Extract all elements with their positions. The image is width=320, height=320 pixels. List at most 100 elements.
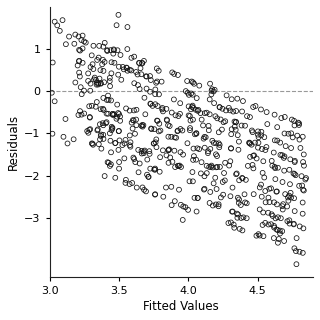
Point bbox=[149, 126, 154, 132]
Point bbox=[71, 137, 76, 142]
Point bbox=[108, 84, 113, 89]
Point bbox=[204, 171, 209, 176]
Point bbox=[195, 196, 200, 201]
Point bbox=[79, 37, 84, 43]
Point bbox=[287, 221, 292, 226]
Point bbox=[73, 80, 78, 85]
Point bbox=[202, 111, 207, 116]
Point bbox=[273, 216, 278, 221]
Point bbox=[194, 209, 199, 214]
Point bbox=[134, 185, 139, 190]
Point bbox=[100, 121, 105, 126]
Point bbox=[247, 115, 252, 120]
Point bbox=[118, 52, 123, 58]
Point bbox=[202, 134, 207, 140]
Point bbox=[187, 114, 192, 119]
Point bbox=[171, 97, 176, 102]
Point bbox=[132, 108, 137, 113]
Point bbox=[141, 187, 147, 192]
Point bbox=[271, 223, 276, 228]
Point bbox=[263, 220, 268, 225]
Point bbox=[179, 164, 184, 170]
Point bbox=[209, 88, 214, 93]
Point bbox=[140, 61, 145, 66]
Point bbox=[131, 118, 136, 123]
Point bbox=[257, 185, 262, 190]
Point bbox=[108, 98, 114, 103]
Point bbox=[101, 44, 106, 49]
Point bbox=[98, 107, 103, 112]
Point bbox=[148, 77, 153, 83]
Point bbox=[266, 195, 271, 200]
Point bbox=[234, 172, 239, 177]
Point bbox=[278, 152, 283, 157]
Point bbox=[98, 68, 103, 73]
Point bbox=[123, 177, 128, 182]
Point bbox=[221, 120, 226, 125]
Point bbox=[261, 234, 266, 239]
Point bbox=[153, 87, 158, 92]
Point bbox=[139, 151, 144, 156]
Point bbox=[272, 138, 277, 143]
Point bbox=[190, 179, 196, 184]
Point bbox=[141, 151, 146, 156]
Point bbox=[235, 215, 240, 220]
Point bbox=[97, 76, 102, 81]
Point bbox=[92, 77, 97, 82]
Point bbox=[289, 195, 294, 200]
Point bbox=[161, 194, 166, 199]
Point bbox=[243, 200, 248, 205]
Point bbox=[151, 141, 156, 146]
Point bbox=[210, 203, 215, 208]
Point bbox=[281, 155, 286, 160]
Point bbox=[108, 164, 113, 169]
Point bbox=[257, 233, 262, 238]
Point bbox=[140, 124, 145, 129]
Point bbox=[270, 163, 275, 168]
Point bbox=[127, 181, 132, 187]
Point bbox=[132, 81, 137, 86]
Point bbox=[188, 128, 193, 133]
Point bbox=[98, 137, 103, 142]
Point bbox=[228, 108, 233, 113]
Point bbox=[299, 174, 304, 179]
Point bbox=[172, 199, 177, 204]
Point bbox=[234, 171, 239, 176]
Point bbox=[211, 181, 216, 186]
Point bbox=[268, 186, 274, 191]
Point bbox=[207, 81, 212, 86]
Point bbox=[160, 107, 165, 112]
Point bbox=[105, 48, 110, 53]
Point bbox=[271, 150, 276, 155]
Point bbox=[124, 106, 129, 111]
Point bbox=[301, 152, 306, 157]
Point bbox=[213, 202, 219, 207]
Point bbox=[164, 106, 169, 111]
Point bbox=[252, 153, 257, 158]
Point bbox=[251, 192, 256, 197]
Point bbox=[89, 141, 94, 146]
Point bbox=[98, 81, 103, 86]
Point bbox=[178, 126, 183, 132]
Point bbox=[201, 136, 206, 141]
Point bbox=[55, 23, 60, 28]
Point bbox=[165, 123, 171, 128]
X-axis label: Fitted Values: Fitted Values bbox=[143, 300, 219, 313]
Point bbox=[117, 114, 123, 119]
Point bbox=[204, 163, 209, 168]
Point bbox=[217, 104, 222, 109]
Point bbox=[226, 105, 231, 110]
Point bbox=[110, 125, 115, 130]
Point bbox=[95, 57, 100, 62]
Point bbox=[201, 187, 206, 192]
Point bbox=[181, 204, 186, 209]
Point bbox=[123, 180, 128, 186]
Point bbox=[107, 78, 112, 84]
Point bbox=[177, 163, 182, 168]
Point bbox=[194, 131, 199, 136]
Point bbox=[275, 165, 280, 170]
Point bbox=[52, 19, 57, 24]
Point bbox=[158, 128, 163, 133]
Point bbox=[228, 220, 234, 225]
Point bbox=[249, 142, 254, 147]
